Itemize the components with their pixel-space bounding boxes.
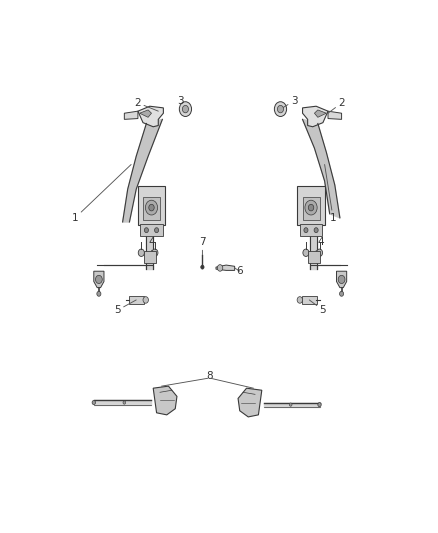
Text: 2: 2 — [328, 98, 345, 113]
Circle shape — [303, 249, 309, 256]
Circle shape — [155, 228, 159, 232]
Text: 5: 5 — [309, 300, 326, 315]
FancyBboxPatch shape — [129, 296, 144, 304]
Circle shape — [338, 276, 345, 284]
Text: 8: 8 — [206, 371, 212, 381]
FancyBboxPatch shape — [297, 186, 325, 225]
Circle shape — [274, 102, 286, 117]
Circle shape — [143, 297, 148, 303]
Polygon shape — [303, 119, 340, 218]
Circle shape — [95, 276, 102, 284]
Polygon shape — [124, 111, 138, 119]
Text: 3: 3 — [177, 96, 185, 109]
Text: 5: 5 — [114, 300, 136, 315]
Polygon shape — [238, 388, 262, 417]
Circle shape — [217, 265, 223, 271]
Polygon shape — [314, 110, 326, 117]
Circle shape — [97, 292, 101, 296]
Circle shape — [305, 200, 317, 215]
Text: 2: 2 — [134, 98, 158, 111]
Circle shape — [297, 297, 303, 303]
Circle shape — [145, 228, 148, 232]
Text: 1: 1 — [72, 165, 131, 223]
Circle shape — [277, 106, 283, 113]
Circle shape — [138, 249, 145, 256]
Circle shape — [290, 403, 292, 406]
Bar — [144, 251, 156, 263]
Bar — [300, 224, 322, 236]
Bar — [143, 197, 160, 220]
Circle shape — [314, 228, 318, 232]
Circle shape — [92, 400, 95, 405]
FancyBboxPatch shape — [302, 296, 317, 304]
Text: 7: 7 — [199, 238, 206, 255]
Circle shape — [182, 106, 188, 113]
Circle shape — [317, 249, 322, 256]
Polygon shape — [216, 265, 235, 270]
Polygon shape — [328, 111, 342, 119]
Text: 1: 1 — [325, 165, 336, 223]
Circle shape — [123, 401, 126, 404]
Circle shape — [145, 200, 158, 215]
Circle shape — [318, 402, 321, 407]
Bar — [303, 197, 320, 220]
Bar — [141, 224, 162, 236]
Circle shape — [339, 292, 344, 296]
Polygon shape — [303, 106, 328, 127]
Polygon shape — [138, 106, 163, 127]
Text: 4: 4 — [148, 238, 155, 251]
Text: 3: 3 — [280, 96, 297, 109]
Circle shape — [149, 204, 154, 211]
Circle shape — [152, 249, 158, 256]
Text: 4: 4 — [316, 238, 325, 251]
Polygon shape — [123, 119, 162, 222]
Bar — [307, 251, 320, 263]
Polygon shape — [336, 271, 346, 288]
Circle shape — [179, 102, 191, 117]
Polygon shape — [140, 110, 152, 117]
Circle shape — [304, 228, 308, 232]
FancyBboxPatch shape — [138, 186, 165, 225]
Circle shape — [308, 204, 314, 211]
Text: 6: 6 — [235, 266, 243, 276]
Polygon shape — [94, 271, 104, 288]
Circle shape — [201, 265, 204, 269]
Polygon shape — [153, 386, 177, 415]
